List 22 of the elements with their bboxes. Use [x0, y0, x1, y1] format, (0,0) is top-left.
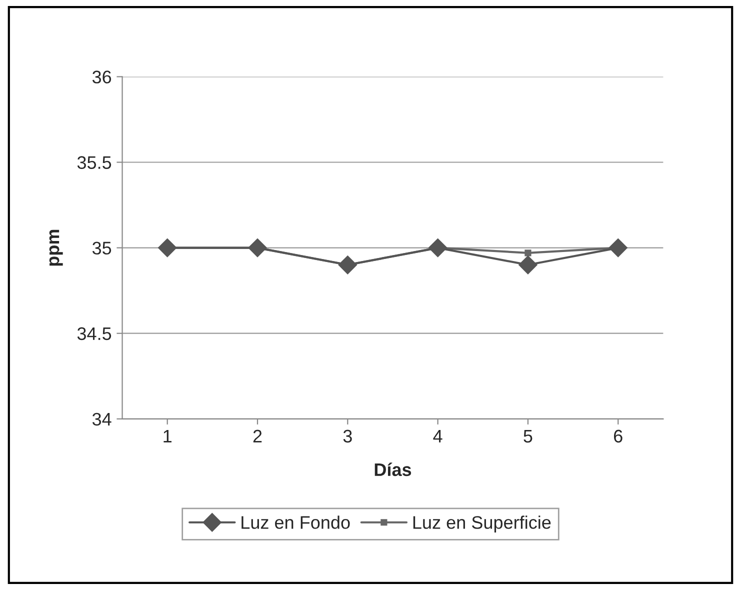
y-tick-label: 34.5: [77, 327, 112, 340]
x-tick-label: 4: [433, 430, 442, 442]
point: [524, 250, 532, 256]
y-tick-label: 35: [92, 242, 112, 255]
y-tick-label: 36: [92, 70, 112, 84]
point: [338, 256, 358, 274]
x-tick-label: 6: [614, 430, 622, 443]
legend-label: Luz en Superficie: [413, 516, 551, 532]
point: [158, 238, 177, 258]
y-axis-title: ppm: [49, 230, 63, 266]
x-tick-label: 1: [164, 430, 172, 442]
x-tick-label: 2: [253, 430, 262, 442]
x-axis-title: Días: [374, 462, 412, 476]
x-tick-label: 3: [343, 430, 352, 443]
point: [608, 238, 628, 258]
point: [248, 238, 267, 258]
point: [428, 238, 448, 258]
legend-label: Luz en Fondo: [242, 516, 350, 529]
x-tick-label: 5: [524, 430, 532, 443]
y-tick-label: 34: [92, 412, 112, 426]
y-tick-label: 35.5: [77, 156, 112, 169]
point: [518, 256, 538, 274]
